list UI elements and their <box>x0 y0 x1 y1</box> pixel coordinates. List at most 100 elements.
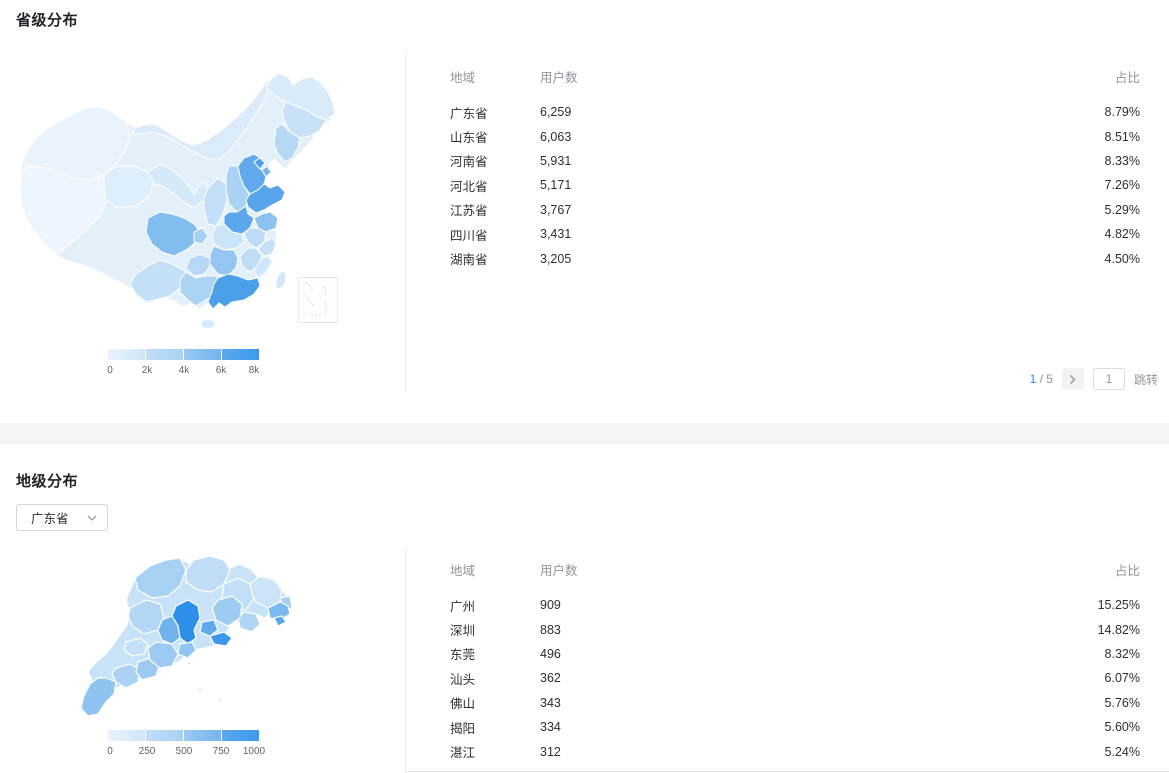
cell-region: 山东省 <box>450 131 488 146</box>
inset-islands-icon <box>304 282 327 316</box>
cell-region: 深圳 <box>450 624 476 639</box>
south-china-sea-inset[interactable] <box>298 277 338 323</box>
table-row[interactable]: 江苏省 3,767 5.29% <box>450 198 1140 222</box>
jump-button[interactable]: 跳转 <box>1133 372 1158 387</box>
cell-users: 5,171 <box>540 178 572 193</box>
legend-tick: 4k <box>178 365 190 376</box>
legend-segment <box>222 730 259 741</box>
cell-users: 6,063 <box>540 129 572 144</box>
table-row[interactable]: 深圳 883 14.82% <box>450 617 1140 641</box>
vertical-divider <box>405 53 406 393</box>
table-row[interactable]: 河南省 5,931 8.33% <box>450 149 1140 173</box>
cell-region: 湖南省 <box>450 253 488 268</box>
cell-users: 883 <box>540 622 561 637</box>
cell-region: 湛江 <box>450 746 476 761</box>
header-region: 地域 <box>450 563 476 578</box>
header-users: 用户数 <box>540 563 578 578</box>
legend-tick: 750 <box>212 746 230 757</box>
header-users: 用户数 <box>540 70 578 85</box>
province-table: 地域 用户数 占比 广东省 6,259 8.79% 山东省 6,063 8.51… <box>450 64 1140 271</box>
table-row[interactable]: 佛山 343 5.76% <box>450 691 1140 715</box>
legend-tick: 8k <box>248 365 260 376</box>
page-separator: / <box>1039 372 1043 386</box>
cell-users: 362 <box>540 671 561 686</box>
cell-users: 909 <box>540 598 561 613</box>
cell-ratio: 5.76% <box>1104 695 1140 710</box>
china-choropleth-map[interactable] <box>8 66 348 336</box>
vertical-divider <box>405 548 406 773</box>
province-select[interactable]: 广东省 <box>16 504 108 531</box>
cell-users: 343 <box>540 695 561 710</box>
table-row[interactable]: 揭阳 334 5.60% <box>450 715 1140 739</box>
cell-region: 广州 <box>450 599 476 614</box>
cell-ratio: 14.82% <box>1097 622 1140 637</box>
cell-ratio: 6.07% <box>1104 671 1140 686</box>
legend-segment <box>184 349 221 360</box>
legend-segment <box>222 349 259 360</box>
city-section-title: 地级分布 <box>16 473 79 490</box>
header-region: 地域 <box>450 70 476 85</box>
page-indicator: 1 / 5 <box>1030 372 1053 386</box>
legend-tick: 6k <box>215 365 227 376</box>
cell-ratio: 15.25% <box>1097 598 1140 613</box>
legend-segment <box>146 730 183 741</box>
cell-region: 揭阳 <box>450 721 476 736</box>
table-row[interactable]: 河北省 5,171 7.26% <box>450 173 1140 197</box>
legend-tick: 500 <box>175 746 193 757</box>
legend-tick: 0 <box>107 746 113 757</box>
city-table: 地域 用户数 占比 广州 909 15.25% 深圳 883 14.82% 东莞… <box>450 557 1140 764</box>
cell-users: 5,931 <box>540 153 572 168</box>
cell-ratio: 8.32% <box>1104 646 1140 661</box>
table-row[interactable]: 广州 909 15.25% <box>450 593 1140 617</box>
table-header: 地域 用户数 占比 <box>450 64 1140 88</box>
cell-users: 3,205 <box>540 251 572 266</box>
province-legend-ticks: 0 2k 4k 6k 8k <box>0 365 340 379</box>
cell-ratio: 5.60% <box>1104 720 1140 735</box>
cell-users: 6,259 <box>540 105 572 120</box>
cell-region: 江苏省 <box>450 204 488 219</box>
page-jump-input[interactable] <box>1092 368 1125 390</box>
legend-tick: 0 <box>107 365 113 376</box>
cell-region: 佛山 <box>450 697 476 712</box>
pagination: 1 / 5 跳转 <box>1030 368 1158 390</box>
guangdong-choropleth-map[interactable] <box>68 550 298 722</box>
cell-region: 河北省 <box>450 179 488 194</box>
legend-tick: 2k <box>141 365 153 376</box>
legend-segment <box>146 349 183 360</box>
cell-ratio: 5.24% <box>1104 744 1140 759</box>
province-select-value: 广东省 <box>31 512 69 526</box>
table-row[interactable]: 东莞 496 8.32% <box>450 642 1140 666</box>
cell-ratio: 7.26% <box>1104 178 1140 193</box>
table-row[interactable]: 广东省 6,259 8.79% <box>450 100 1140 124</box>
cell-ratio: 8.33% <box>1104 153 1140 168</box>
cell-region: 汕头 <box>450 672 476 687</box>
province-map-legend <box>108 349 259 360</box>
cell-ratio: 8.79% <box>1104 105 1140 120</box>
header-ratio: 占比 <box>1114 563 1140 578</box>
cell-region: 广东省 <box>450 106 488 121</box>
legend-segment <box>108 349 145 360</box>
table-row[interactable]: 湖南省 3,205 4.50% <box>450 246 1140 270</box>
city-section: 地级分布 广东省 <box>0 445 1169 773</box>
legend-tick: 250 <box>138 746 156 757</box>
chevron-down-icon <box>87 515 97 521</box>
legend-tick: 1000 <box>242 746 266 757</box>
next-page-button[interactable] <box>1061 368 1084 390</box>
cell-ratio: 4.82% <box>1104 227 1140 242</box>
cell-users: 3,431 <box>540 227 572 242</box>
cell-users: 496 <box>540 646 561 661</box>
table-header: 地域 用户数 占比 <box>450 557 1140 581</box>
table-row[interactable]: 四川省 3,431 4.82% <box>450 222 1140 246</box>
cell-ratio: 4.50% <box>1104 251 1140 266</box>
cell-region: 四川省 <box>450 228 488 243</box>
current-page: 1 <box>1029 372 1037 386</box>
table-row[interactable]: 湛江 312 5.24% <box>450 739 1140 763</box>
table-row[interactable]: 汕头 362 6.07% <box>450 666 1140 690</box>
city-map-legend <box>108 730 259 741</box>
cell-users: 334 <box>540 720 561 735</box>
header-ratio: 占比 <box>1114 70 1140 85</box>
table-row[interactable]: 山东省 6,063 8.51% <box>450 124 1140 148</box>
total-pages: 5 <box>1046 372 1053 386</box>
cell-users: 3,767 <box>540 202 572 217</box>
legend-segment <box>184 730 221 741</box>
